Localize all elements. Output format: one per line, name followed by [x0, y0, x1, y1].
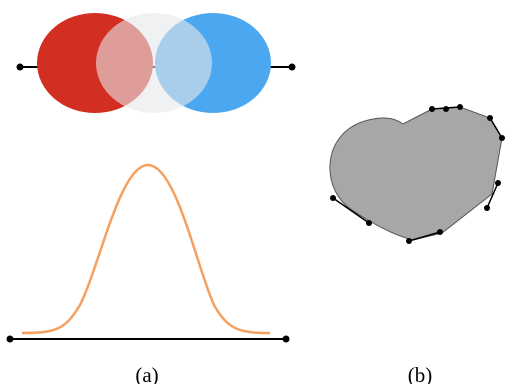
control-point [437, 229, 443, 235]
control-point [487, 115, 493, 121]
control-point [457, 104, 463, 110]
venn-diagram [16, 13, 296, 113]
control-point [499, 135, 505, 141]
control-point [366, 220, 372, 226]
control-point [429, 106, 435, 112]
handle-line [486, 182, 499, 209]
panel-b: (b) [329, 104, 505, 384]
control-point [443, 106, 449, 112]
middle-ellipse [96, 13, 212, 113]
caption-b: (b) [408, 363, 433, 384]
control-handles [330, 104, 505, 244]
control-point [330, 195, 336, 201]
handle-line [489, 117, 503, 139]
caption-a: (a) [135, 363, 158, 384]
control-point [406, 238, 412, 244]
blob-shape [329, 106, 503, 241]
handle-line [332, 197, 370, 224]
venn-axis-endpoint-left [16, 63, 24, 71]
gaussian-curve [21, 163, 271, 335]
control-point [484, 205, 490, 211]
control-point [495, 180, 501, 186]
gaussian-plot [6, 163, 290, 343]
venn-axis-endpoint-right [288, 63, 296, 71]
panel-a: (a) [6, 13, 296, 384]
handle-line [408, 231, 441, 242]
baseline-endpoint-left [6, 335, 14, 343]
baseline-endpoint-right [282, 335, 290, 343]
